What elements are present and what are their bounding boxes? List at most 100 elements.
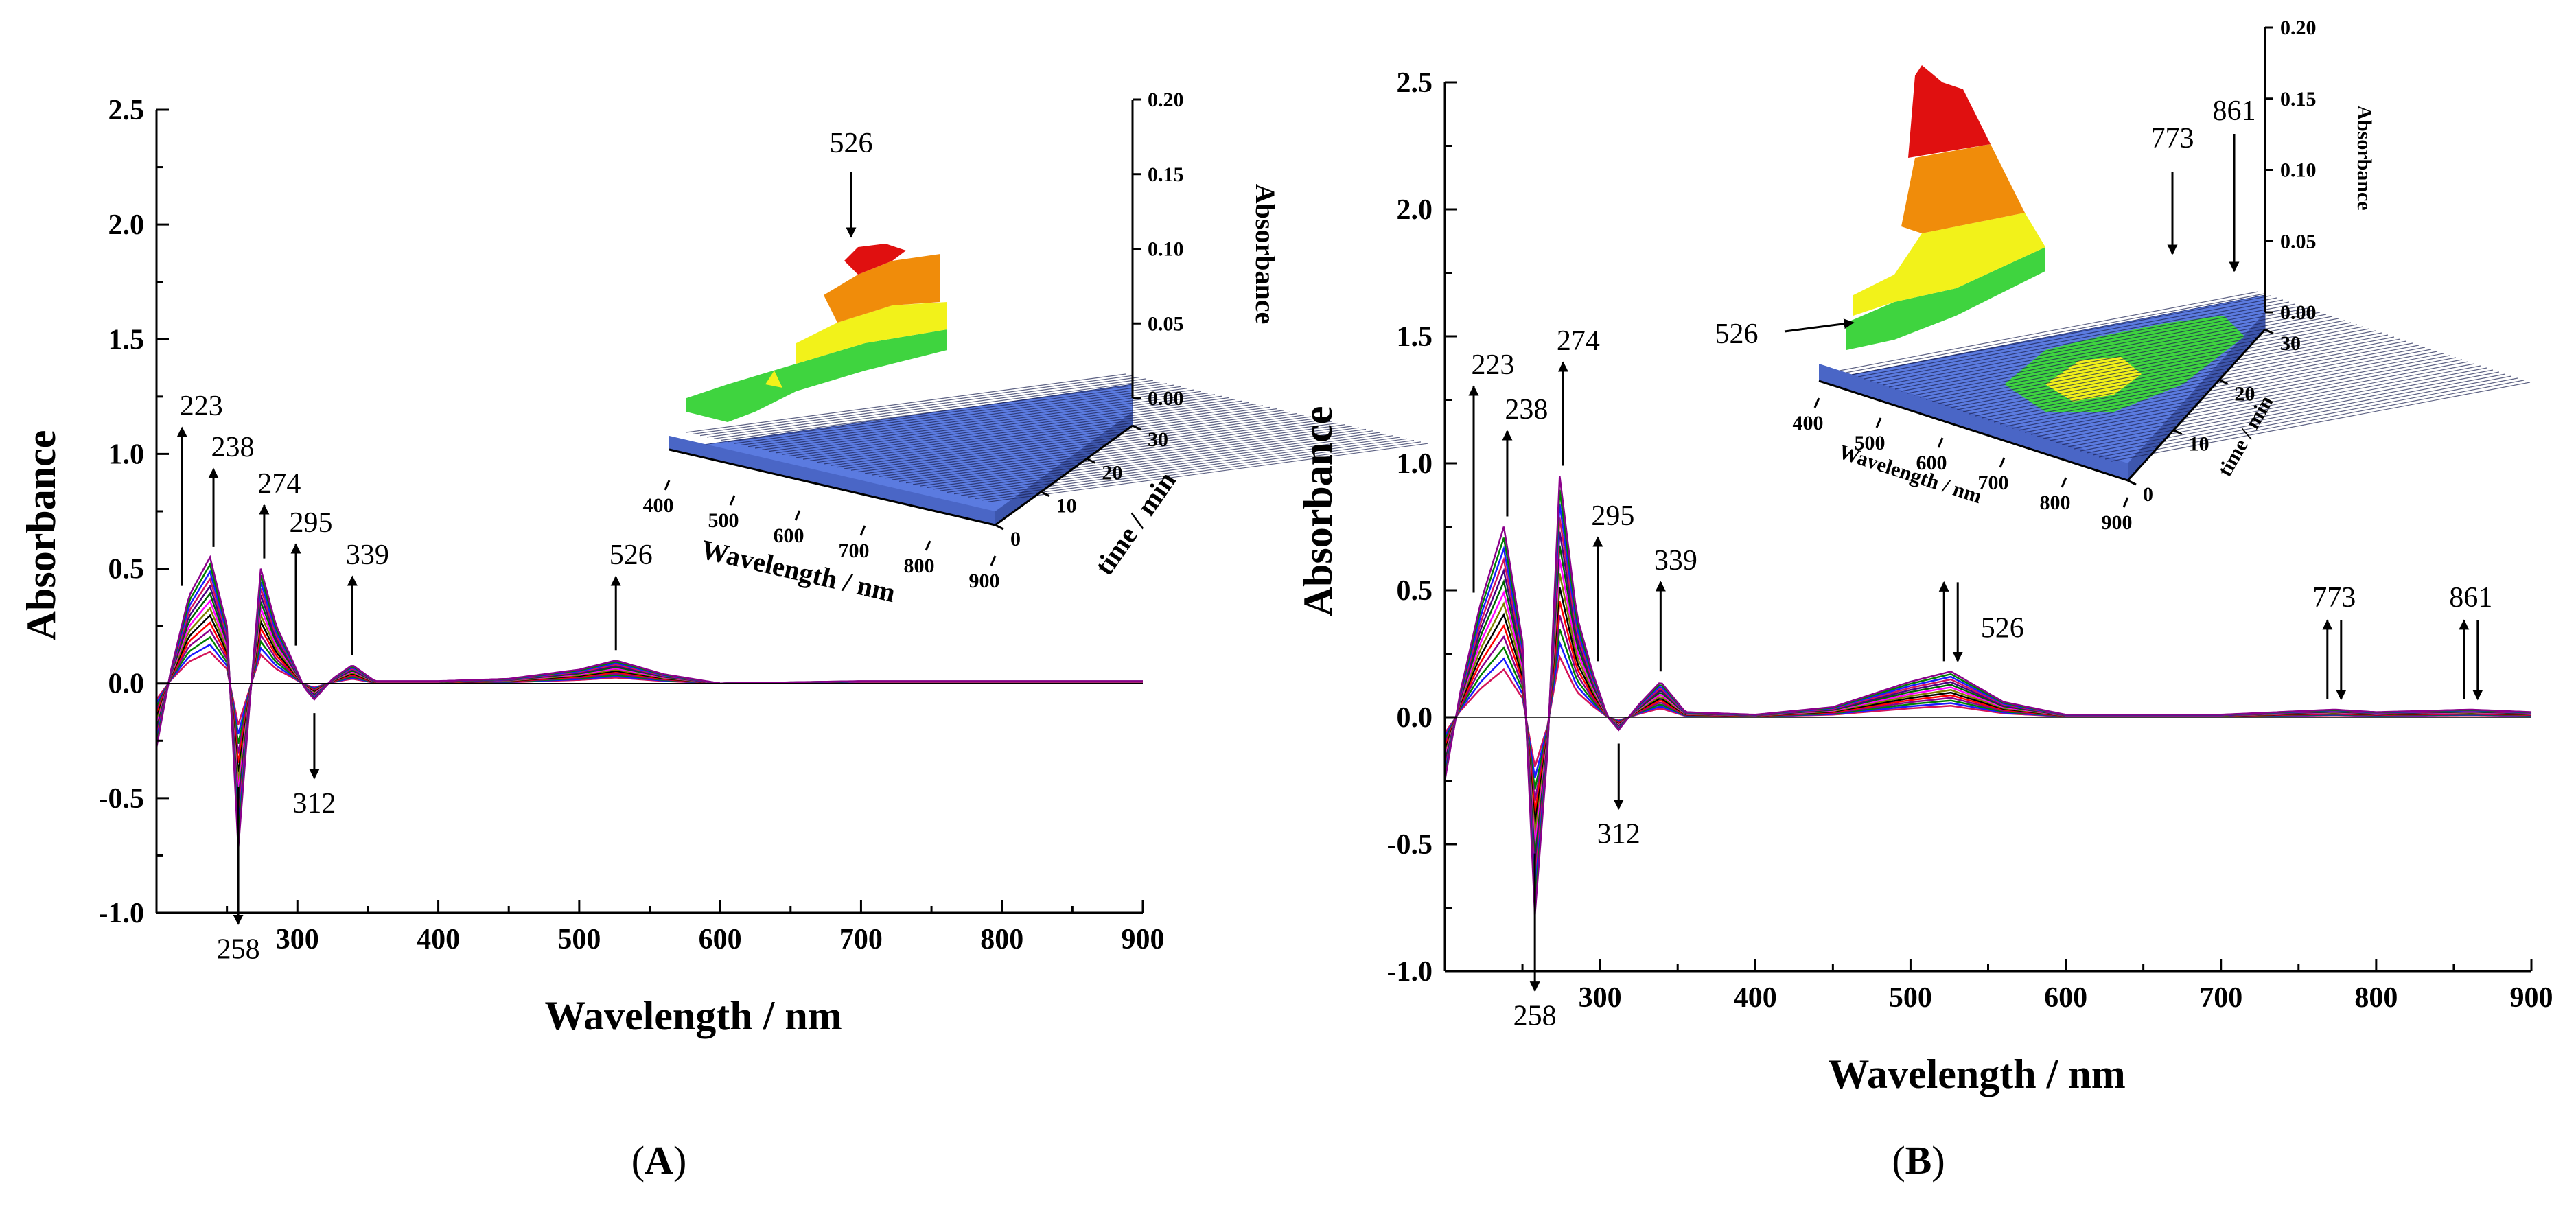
inset-b-wavelength-ticks: 400 500 600 700 800 900 — [1793, 397, 2133, 534]
inset-b-red-peak — [1908, 65, 1991, 158]
x-tick-label: 900 — [1122, 924, 1165, 955]
inset-ridge-line — [898, 422, 1339, 482]
spectrum-curve — [155, 592, 1143, 802]
peak-label-274: 274 — [1557, 325, 1600, 357]
inset-wavelength-tick-mark — [990, 555, 997, 566]
inset-ridge-line — [2074, 369, 2494, 450]
inset-z-tick-label: 0.10 — [1148, 238, 1184, 261]
panel-b-inset-surface: 0.00 0.05 0.10 0.15 0.20 0 10 20 30 400 500 600 70… — [1715, 16, 2531, 534]
inset-b-wavelength-title: Wavelength / nm — [1836, 441, 1984, 508]
inset-ridge-line — [837, 408, 1277, 468]
inset-wavelength-tick-mark — [2122, 497, 2129, 508]
inset-time-tick-mark — [1132, 424, 1141, 431]
panel-a-y-tick-labels: -1.0 -0.5 0.0 0.5 1.0 1.5 2.0 2.5 — [99, 95, 145, 929]
x-tick-label: 500 — [1889, 982, 1932, 1014]
inset-ridge-line — [844, 410, 1284, 469]
panel-a-curves — [155, 555, 1143, 849]
panel-a-axes — [155, 108, 1144, 914]
inset-wavelength-tick-label: 800 — [904, 555, 935, 577]
inset-ridge-line — [933, 430, 1373, 490]
inset-b-yellow-band — [1853, 213, 2045, 316]
inset-ridge-line — [816, 404, 1257, 463]
inset-time-tick-label: 0 — [2143, 483, 2153, 506]
inset-ridge-line — [686, 373, 1126, 433]
x-tick-label: 300 — [276, 924, 319, 955]
inset-ridge-line — [1944, 326, 2364, 406]
inset-ridge-line — [1888, 307, 2308, 388]
inset-ridge-line — [905, 424, 1346, 484]
inset-wavelength-tick-label: 800 — [2040, 491, 2071, 514]
panel-b-x-axis-title: Wavelength / nm — [1828, 1051, 2125, 1097]
inset-ridge-line — [2086, 373, 2506, 454]
inset-time-tick-label: 30 — [2280, 332, 2301, 355]
inset-wavelength-tick-label: 500 — [1855, 432, 1885, 454]
inset-ridge-line — [1845, 293, 2265, 373]
inset-ridge-line — [1993, 342, 2413, 423]
inset-ridge-line — [850, 411, 1291, 471]
inset-z-tick-label: 0.15 — [1148, 163, 1184, 186]
x-tick-label: 400 — [417, 924, 460, 955]
panel-b-y-tick-labels: -1.0 -0.5 0.0 0.5 1.0 1.5 2.0 2.5 — [1387, 67, 1433, 988]
inset-ridge-line — [727, 383, 1168, 443]
inset-time-tick-label: 10 — [1056, 495, 1077, 517]
inset-a-z-title: Absorbance — [1250, 184, 1281, 324]
inset-wavelength-tick-mark — [729, 495, 736, 506]
inset-ridge-line — [693, 375, 1133, 434]
inset-a-orange-band — [824, 254, 940, 323]
inset-b-yellow-patch — [2045, 357, 2142, 402]
panel-b-x-tick-labels: 300 400 500 600 700 800 900 — [1579, 982, 2553, 1014]
inset-ridge-line — [1870, 301, 2290, 382]
inset-z-tick-label: 0.00 — [2280, 301, 2317, 324]
y-tick-label: 1.0 — [1397, 448, 1433, 480]
inset-ridge-line — [981, 441, 1422, 501]
spectrum-curve — [155, 636, 1143, 744]
inset-ridge-line — [802, 400, 1243, 460]
inset-ridge-line — [1876, 303, 2296, 384]
inset-ridge-line — [782, 395, 1222, 455]
inset-ridge-line — [1962, 332, 2382, 412]
inset-wavelength-tick-mark — [1999, 457, 2006, 468]
panel-a-chart: 300 400 500 600 700 800 900 -1.0-0.50.00.51.01… — [19, 89, 1428, 1183]
inset-z-tick-label: 0.05 — [2280, 230, 2317, 253]
y-tick-label: -0.5 — [1387, 829, 1433, 861]
x-tick-label: 700 — [839, 924, 883, 955]
peak-label-339: 339 — [346, 539, 389, 571]
inset-ridge-line — [2006, 347, 2426, 427]
inset-z-tick-label: 0.15 — [2280, 88, 2317, 110]
panel-b-peak-annotations: 223 238 274 295 339 258 312 526 773 861 — [1468, 325, 2492, 1032]
inset-a-red-peak — [844, 244, 906, 275]
spectrum-curve — [155, 621, 1143, 763]
inset-ridge-line — [919, 427, 1360, 487]
inset-wavelength-tick-label: 600 — [774, 524, 804, 547]
panel-b-y-axis-title: Absorbance — [1295, 406, 1341, 617]
inset-ridge-line — [754, 389, 1195, 449]
inset-b-annotation-label: 526 — [1715, 318, 1759, 350]
panel-a-inset-surface: 0.00 0.05 0.10 0.15 0.20 0 10 20 30 400 500 600 70… — [643, 89, 1428, 608]
spectrum-curve — [155, 599, 1143, 792]
inset-z-tick-label: 0.05 — [1148, 312, 1184, 335]
inset-ridge-line — [885, 419, 1325, 479]
inset-a-front-face — [669, 436, 995, 525]
inset-ridge-line — [2018, 351, 2438, 431]
inset-time-tick-mark — [1086, 457, 1096, 464]
inset-time-tick-mark — [2218, 378, 2229, 385]
peak-label-223: 223 — [1472, 349, 1515, 381]
inset-ridge-line — [796, 399, 1236, 458]
y-tick-label: 0.5 — [1397, 575, 1433, 607]
x-tick-label: 600 — [2044, 982, 2087, 1014]
spectrum-curve — [155, 643, 1143, 735]
inset-b-wavelength-axis — [1818, 380, 2128, 482]
inset-ridge-line — [1987, 340, 2407, 421]
panel-a-x-tick-labels: 300 400 500 600 700 800 900 — [276, 924, 1165, 955]
peak-label-312: 312 — [1597, 819, 1640, 850]
inset-wavelength-tick-label: 900 — [2102, 511, 2133, 534]
inset-ridge-line — [1839, 291, 2259, 371]
inset-b-front-face — [1819, 364, 2128, 480]
inset-z-tick-label: 0.00 — [1148, 387, 1184, 410]
inset-time-tick-mark — [1040, 491, 1050, 498]
peak-label-258: 258 — [217, 933, 260, 965]
inset-ridge-line — [871, 416, 1312, 476]
inset-time-tick-label: 20 — [1102, 461, 1122, 484]
inset-b-annotation-773: 773 — [2151, 123, 2194, 154]
